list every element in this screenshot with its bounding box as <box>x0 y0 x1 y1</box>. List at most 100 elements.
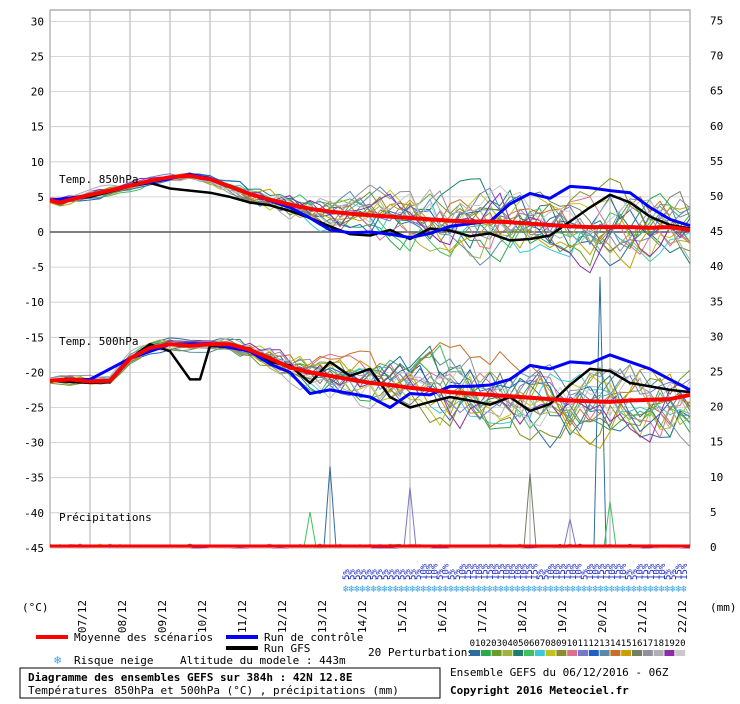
right-tick-label: 45 <box>710 225 723 238</box>
chart-title: Diagramme des ensembles GEFS sur 384h : … <box>28 671 353 684</box>
snow-icon: ❄ <box>376 584 383 595</box>
x-tick-label: 22/12 <box>676 600 689 633</box>
precip-spike <box>323 466 337 548</box>
perturbation-number: 05 <box>513 639 524 649</box>
snow-risk-label: 5% <box>364 569 374 580</box>
perturbation-swatch <box>470 650 480 656</box>
right-tick-label: 70 <box>710 50 723 63</box>
snow-icon: ❄ <box>465 584 472 595</box>
perturbation-swatch <box>556 650 567 656</box>
right-tick-label: 65 <box>710 85 723 98</box>
right-tick-label: 40 <box>710 260 723 273</box>
snow-risk-label: 5% <box>536 569 546 580</box>
snow-risk-label: 10% <box>514 563 524 580</box>
perturbation-swatch <box>653 650 664 656</box>
snow-icon: ❄ <box>343 584 350 595</box>
snow-icon: ❄ <box>504 584 511 595</box>
snow-risk-label: 10% <box>591 563 601 580</box>
snow-icon: ❄ <box>470 584 477 595</box>
snow-risk-label: 10% <box>431 563 441 580</box>
snow-risk-label: 5% <box>408 569 418 580</box>
snow-risk-label: 10% <box>586 563 596 580</box>
snow-icon: ❄ <box>398 584 405 595</box>
control-legend-label: Run de contrôle <box>264 631 363 644</box>
x-tick-label: 11/12 <box>236 600 249 633</box>
snow-risk-label: 5% <box>447 569 457 580</box>
left-tick-label: 5 <box>37 191 44 204</box>
left-tick-label: 25 <box>31 51 44 64</box>
perturbation-number: 18 <box>653 639 664 649</box>
snow-icon: ❄ <box>576 584 583 595</box>
snow-risk-label: 10% <box>652 563 662 580</box>
snow-icon: ❄ <box>653 584 660 595</box>
snow-icon: ❄ <box>609 584 616 595</box>
perturbation-number: 17 <box>642 639 653 649</box>
snow-icon: ❄ <box>664 584 671 595</box>
snow-icon: ❄ <box>515 584 522 595</box>
x-tick-label: 19/12 <box>556 600 569 633</box>
left-tick-label: -10 <box>24 296 44 309</box>
t850-gfs-line <box>49 181 691 242</box>
snow-risk-label: 10% <box>636 563 646 580</box>
snow-icon: ❄ <box>587 584 594 595</box>
snow-risk-label: 15% <box>464 563 474 580</box>
snow-icon: ❄ <box>509 584 516 595</box>
perturbation-swatch <box>664 650 675 656</box>
mean-legend-label: Moyenne des scénarios <box>74 631 213 644</box>
perturbation-swatch <box>502 650 513 656</box>
snow-risk-label: 10% <box>508 563 518 580</box>
snow-icon: ❄ <box>493 584 500 595</box>
snow-risk-label: 15% <box>481 563 491 580</box>
snow-icon: ❄ <box>637 584 644 595</box>
perturbation-swatch <box>513 650 524 656</box>
perturbation-number: 12 <box>588 639 599 649</box>
snow-icon: ❄ <box>415 584 422 595</box>
perturbation-number: 14 <box>610 639 621 649</box>
left-tick-label: 0 <box>37 226 44 239</box>
perturbation-number: 19 <box>664 639 675 649</box>
snow-icon: ❄ <box>559 584 566 595</box>
precip-spike <box>523 473 537 548</box>
left-tick-label: 20 <box>31 86 44 99</box>
snow-risk-label: 15% <box>558 563 568 580</box>
left-tick-label: -5 <box>31 261 44 274</box>
snow-risk-label: 5% <box>359 569 369 580</box>
perturbation-swatch <box>642 650 653 656</box>
snow-risk-label: 5% <box>353 569 363 580</box>
t850-panel-label: Temp. 850hPa <box>59 173 138 186</box>
snow-icon: ❄ <box>393 584 400 595</box>
snow-risk-label: 10% <box>547 563 557 580</box>
right-tick-label: 5 <box>710 506 717 519</box>
x-tick-label: 18/12 <box>516 600 529 633</box>
perturbation-number: 13 <box>599 639 610 649</box>
left-tick-label: 15 <box>31 121 44 134</box>
perturbation-number: 07 <box>534 639 545 649</box>
snow-icon: ❄ <box>554 584 561 595</box>
snow-icon: ❄ <box>592 584 599 595</box>
perturbation-legend: 01 02 03 04 05 06 07 08 09 10 11 12 13 14 15 16 17 18 19 20 <box>470 639 686 656</box>
x-tick-label: 20/12 <box>596 600 609 633</box>
perturbation-number: 03 <box>491 639 502 649</box>
snow-risk-label: 5% <box>375 569 385 580</box>
snow-risk-label: 5% <box>580 569 590 580</box>
perturbation-swatch <box>491 650 502 656</box>
snow-risk-label: 10% <box>475 563 485 580</box>
left-tick-label: -25 <box>24 402 44 415</box>
snow-risk-label: 5% <box>630 569 640 580</box>
snow-risk-label: 15% <box>647 563 657 580</box>
left-tick-label: 10 <box>31 156 44 169</box>
perturbation-number: 06 <box>524 639 535 649</box>
right-tick-label: 20 <box>710 401 723 414</box>
snow-icon: ❄ <box>404 584 411 595</box>
snow-icon: ❄ <box>681 584 688 595</box>
left-tick-label: -35 <box>24 472 44 485</box>
right-tick-label: 25 <box>710 366 723 379</box>
snow-risk-label: 10% <box>442 563 452 580</box>
copyright-text: Copyright 2016 Meteociel.fr <box>450 684 629 697</box>
snow-icon: ❄ <box>598 584 605 595</box>
snow-icon: ❄ <box>448 584 455 595</box>
perturbation-number: 16 <box>632 639 643 649</box>
x-tick-label: 13/12 <box>316 600 329 633</box>
